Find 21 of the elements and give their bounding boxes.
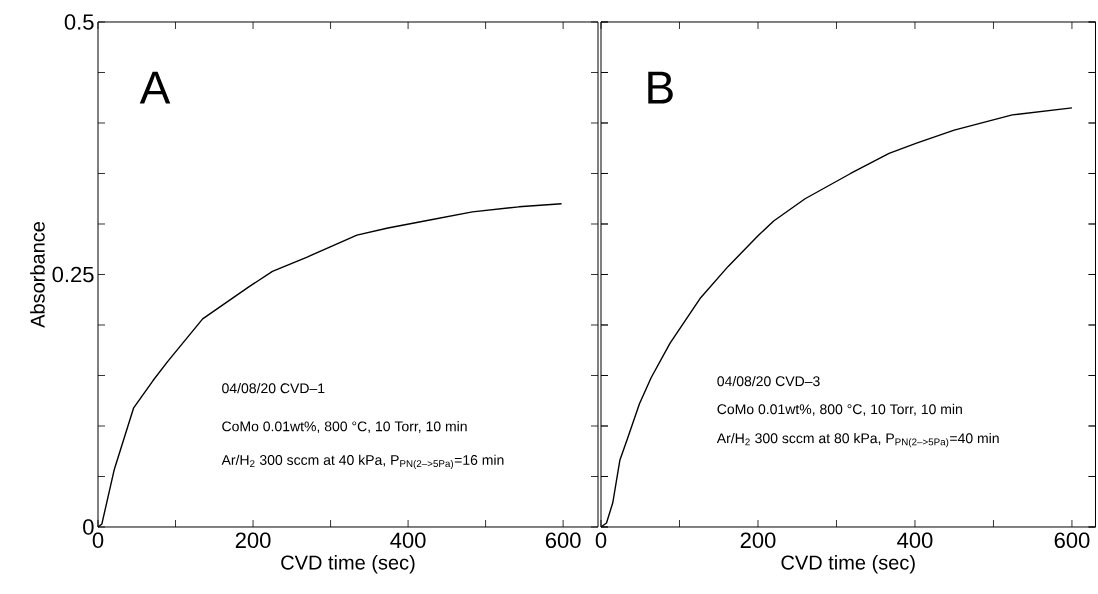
annotation: 04/08/20 CVD–1 xyxy=(222,382,325,394)
y-tick-label: 0.25 xyxy=(52,266,94,283)
x-tick-label: 400 xyxy=(390,532,426,549)
annotation: Ar/H$_{2}$ 300 sccm at 80 kPa, P$_{PN(2–>5Pa)}$=40 min xyxy=(716,432,999,448)
x-tick-label: 200 xyxy=(235,532,271,549)
annotation: CoMo 0.01wt%, 800 °C, 10 Torr, 10 min xyxy=(222,421,467,433)
x-tick-label: 600 xyxy=(1054,532,1090,549)
y-tick-label: 0.5 xyxy=(64,14,94,30)
x-axis-title: CVD time (sec) xyxy=(781,554,915,574)
x-tick-label: 600 xyxy=(545,532,581,549)
x-tick-label: 200 xyxy=(740,532,776,549)
annotation: 04/08/20 CVD–3 xyxy=(717,375,820,387)
annotation: CoMo 0.01wt%, 800 °C, 10 Torr, 10 min xyxy=(717,403,962,416)
y-tick-label: 0 xyxy=(83,519,94,535)
x-tick-label: 0 xyxy=(595,532,607,549)
x-axis-title: CVD time (sec) xyxy=(281,554,415,574)
annotation: A xyxy=(139,71,171,104)
x-tick-label: 400 xyxy=(897,532,933,549)
annotation: Ar/H$_{2}$ 300 sccm at 40 kPa, P$_{PN(2–>5Pa)}$=16 min xyxy=(221,454,504,469)
y-axis-title: Absorbance xyxy=(30,222,45,328)
annotation: B xyxy=(648,71,673,104)
